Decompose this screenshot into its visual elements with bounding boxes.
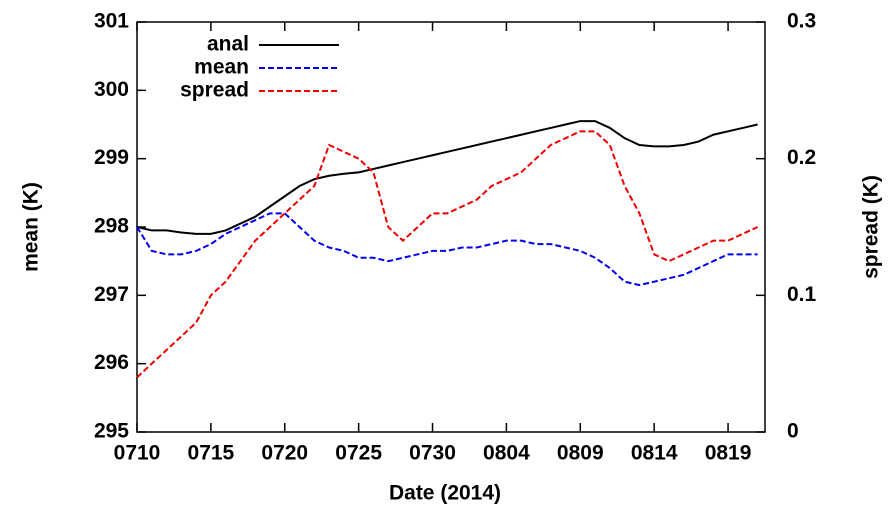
x-tick-label: 0710 <box>114 442 161 465</box>
x-tick-label: 0814 <box>631 442 678 465</box>
x-tick-label: 0730 <box>409 442 456 465</box>
y-tick-label: 295 <box>94 420 129 443</box>
x-tick-label: 0809 <box>557 442 604 465</box>
legend-label: anal <box>207 33 249 56</box>
data-line <box>136 212 758 287</box>
y-tick-label: 301 <box>94 10 129 33</box>
x-axis-label: Date (2014) <box>389 482 501 505</box>
y2-tick-label: 0.1 <box>787 283 817 306</box>
x-tick-label: 0819 <box>705 442 752 465</box>
x-tick-label: 0725 <box>335 442 382 465</box>
y2-tick-label: 0 <box>787 420 799 443</box>
y-axis-label: mean (K) <box>20 182 43 272</box>
y-tick-label: 296 <box>94 351 129 374</box>
y-tick-label: 297 <box>94 283 129 306</box>
y2-tick-label: 0.3 <box>787 10 816 33</box>
y-tick-label: 299 <box>94 146 129 169</box>
y2-tick-label: 0.2 <box>787 146 816 169</box>
legend-label: mean <box>194 56 249 79</box>
data-line <box>136 120 758 235</box>
y-tick-label: 300 <box>94 78 129 101</box>
y2-axis-label: spread (K) <box>860 175 883 279</box>
x-tick-label: 0804 <box>483 442 530 465</box>
data-line <box>136 130 759 379</box>
x-tick-label: 0720 <box>261 442 308 465</box>
x-tick-label: 0715 <box>188 442 235 465</box>
y-tick-label: 298 <box>94 215 129 238</box>
legend-label: spread <box>180 79 249 102</box>
